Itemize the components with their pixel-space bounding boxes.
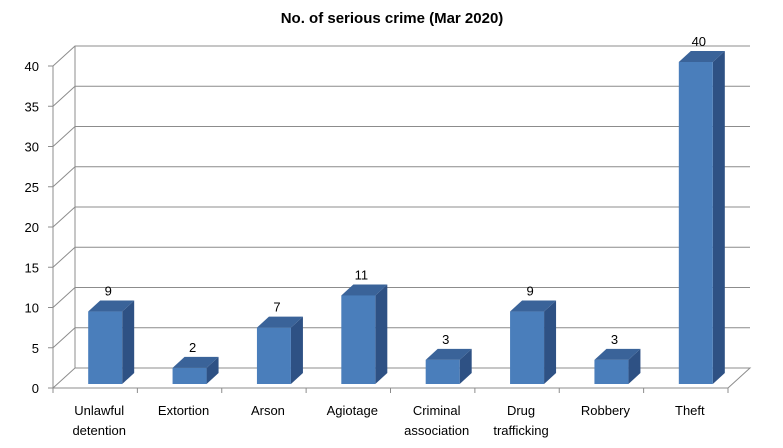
chart-title: No. of serious crime (Mar 2020) <box>281 10 504 27</box>
bar-front-face <box>341 295 376 384</box>
gridline <box>52 327 750 349</box>
gridline <box>52 246 750 268</box>
bar-side-face <box>459 348 472 384</box>
data-label: 3 <box>611 332 618 347</box>
bar <box>510 300 557 384</box>
bars <box>88 51 725 384</box>
x-tick-label: Extortion <box>158 403 209 418</box>
gridline <box>52 45 750 67</box>
x-tick-label-line: association <box>404 423 469 438</box>
x-tick-label: Robbery <box>581 403 631 418</box>
x-tick-label-line: Drug <box>507 403 535 418</box>
y-tick-labels: 0 5 10 15 20 25 30 35 40 <box>25 59 39 396</box>
data-label: 40 <box>692 34 706 49</box>
gridline <box>52 85 750 107</box>
x-tick-label: Agiotage <box>327 403 378 418</box>
bar-top-face <box>425 348 472 360</box>
bar <box>172 356 219 384</box>
x-tick-label: Criminal association <box>404 403 469 438</box>
x-tick-label-line: Arson <box>251 403 285 418</box>
x-tick-label-line: Extortion <box>158 403 209 418</box>
bar <box>594 348 641 384</box>
bar-front-face <box>594 359 629 384</box>
bar-top-face <box>510 300 557 312</box>
gridline <box>52 287 750 308</box>
bar-side-face <box>206 356 219 384</box>
x-tick-label-line: Theft <box>675 403 705 418</box>
x-tick-label-line: Robbery <box>581 403 631 418</box>
bar-side-face <box>375 284 388 384</box>
bar-top-face <box>88 300 135 312</box>
x-tick-label-line: Unlawful <box>74 403 124 418</box>
y-tick-label: 0 <box>32 381 39 396</box>
bar-front-face <box>88 311 123 384</box>
bar-top-face <box>341 284 388 296</box>
bar <box>256 316 303 384</box>
bar-side-face <box>628 348 641 384</box>
x-tick-label: Drug trafficking <box>493 403 548 438</box>
gridlines <box>52 45 750 349</box>
bar <box>88 300 135 384</box>
bar-front-face <box>678 62 713 384</box>
bar-side-face <box>712 51 725 384</box>
bar <box>678 51 725 384</box>
x-tick-labels: Unlawful detention Extortion Arson Agiotage C… <box>72 403 705 438</box>
bar-top-face <box>256 316 303 328</box>
data-label: 3 <box>442 332 449 347</box>
y-tick-label: 40 <box>25 59 39 74</box>
x-tick-label-line: trafficking <box>493 423 548 438</box>
data-label: 2 <box>189 340 196 355</box>
bar-front-face <box>510 311 545 384</box>
gridline <box>52 166 750 188</box>
bar <box>425 348 472 384</box>
x-tick-label-line: detention <box>72 423 126 438</box>
bar <box>341 284 388 384</box>
x-tick-label: Unlawful detention <box>72 403 126 438</box>
floor-plane <box>52 367 752 389</box>
bar-top-face <box>594 348 641 360</box>
x-tick-label: Theft <box>675 403 705 418</box>
data-label: 11 <box>355 267 369 282</box>
data-label: 9 <box>526 284 533 299</box>
y-tick-label: 5 <box>32 341 39 356</box>
bar-front-face <box>172 367 207 384</box>
bar-top-face <box>172 356 219 368</box>
x-tick-label-line: Criminal <box>413 403 461 418</box>
bar-top-face <box>678 51 725 62</box>
y-tick-label: 35 <box>25 99 39 114</box>
bar-side-face <box>290 316 303 384</box>
data-label: 7 <box>273 300 280 315</box>
data-label: 9 <box>105 284 112 299</box>
bar-front-face <box>425 359 460 384</box>
axes <box>48 46 752 393</box>
bar-front-face <box>256 327 291 384</box>
y-tick-label: 10 <box>25 301 39 316</box>
y-tick-label: 25 <box>25 180 39 195</box>
gridline <box>52 126 750 147</box>
x-tick-label: Arson <box>251 403 285 418</box>
bar-side-face <box>122 300 135 384</box>
bar-side-face <box>544 300 557 384</box>
y-tick-label: 20 <box>25 220 39 235</box>
y-tick-label: 30 <box>25 140 39 155</box>
data-labels: 9 2 7 11 3 9 3 40 <box>105 34 706 355</box>
x-tick-label-line: Agiotage <box>327 403 378 418</box>
gridline <box>52 206 750 228</box>
y-tick-label: 15 <box>25 260 39 275</box>
